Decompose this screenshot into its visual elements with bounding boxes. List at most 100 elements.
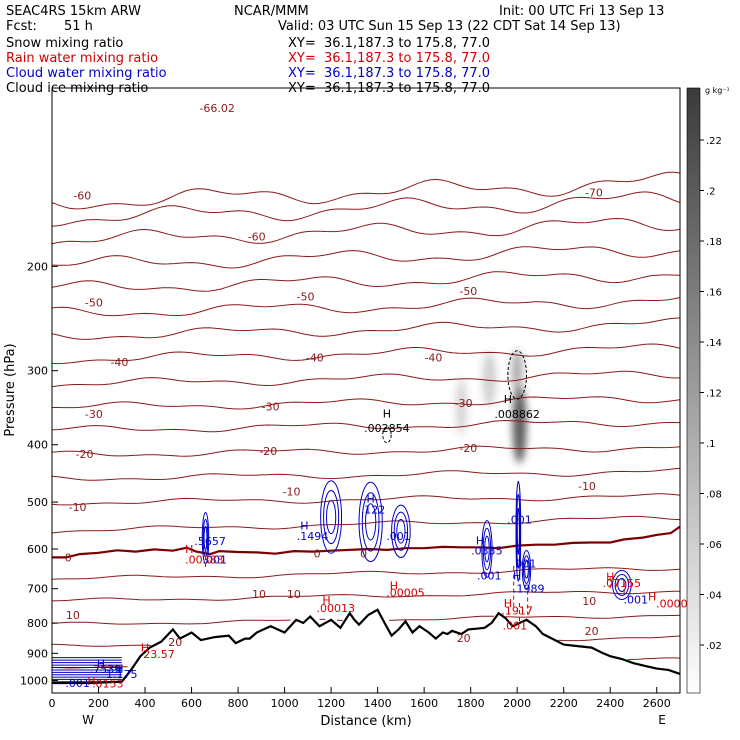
- isotherm-line: [52, 191, 680, 227]
- x-tick-label: 0: [49, 697, 56, 710]
- x-tick-label: 2200: [550, 697, 578, 710]
- max-value-label: .00383: [185, 554, 224, 567]
- y-tick-label: 500: [27, 496, 48, 509]
- cloud-water-contour: [612, 569, 632, 600]
- y-tick-label: 700: [27, 583, 48, 596]
- isotherm-line: [52, 396, 680, 410]
- isotherm-line: [52, 246, 680, 269]
- isotherm-label: -30: [262, 401, 280, 414]
- max-marker: H: [300, 520, 308, 533]
- field-xy-cloud-water: XY= 36.1,187.3 to 175.8, 77.0: [288, 66, 491, 81]
- cloud-water-contour: [614, 573, 630, 596]
- max-value-label: .1917: [501, 605, 533, 618]
- cloud-ice-contour: [507, 350, 527, 400]
- isotherm-label: -20: [76, 448, 94, 461]
- isotherm-line: [52, 370, 680, 388]
- y-axis-label: Pressure (hPa): [3, 343, 18, 436]
- max-value-label: .1494: [297, 530, 329, 543]
- isotherm-line: [52, 567, 680, 580]
- isotherm-line: [52, 419, 680, 433]
- max-value-label: .001: [624, 593, 649, 606]
- isotherm-label: -50: [297, 291, 315, 304]
- colorbar-tick-label: .2: [706, 187, 716, 198]
- isotherm-label: 10: [287, 588, 301, 601]
- isotherm-label: 20: [585, 625, 599, 638]
- isotherm-label: -20: [259, 445, 277, 458]
- isotherm-label: -10: [69, 501, 87, 514]
- center-title: NCAR/MMM: [234, 4, 309, 19]
- isotherm-line: [52, 493, 680, 506]
- x-tick-label: 1600: [410, 697, 438, 710]
- max-value-label: .1989: [513, 583, 545, 596]
- x-axis-label: Distance (km): [320, 714, 411, 729]
- max-value-label: 1.175: [106, 668, 138, 681]
- cloud-water-contour: [320, 480, 343, 554]
- x-tick-label: 400: [135, 697, 156, 710]
- x-tick-label: 200: [88, 697, 109, 710]
- freezing-level-line: [52, 525, 680, 559]
- cloud-water-contour: [391, 504, 411, 558]
- init-time: Init: 00 UTC Fri 13 Sep 13: [499, 4, 665, 19]
- forecast-label: Fcst:: [6, 19, 37, 34]
- field-name-snow: Snow mixing ratio: [6, 36, 124, 51]
- snow-cell: [512, 385, 527, 464]
- max-marker: H: [390, 580, 398, 593]
- max-value-label: 23.57: [143, 648, 175, 661]
- max-marker: H: [185, 543, 193, 556]
- max-marker: H: [367, 492, 375, 505]
- cloud-water-contour: [524, 560, 529, 579]
- isotherm-line: [52, 445, 680, 457]
- colorbar-tick-label: .12: [706, 389, 722, 400]
- isotherm-line: [52, 614, 680, 625]
- colorbar-tick-label: .06: [706, 540, 722, 551]
- max-marker: H: [97, 658, 105, 671]
- max-value-label: .5657: [194, 535, 226, 548]
- max-value-label: .0153: [92, 678, 124, 691]
- max-marker: H: [606, 571, 614, 584]
- cloud-ice-contour: [382, 426, 392, 444]
- plot-frame: [51, 87, 681, 694]
- isotherm-label: -60: [248, 230, 266, 243]
- cloud-water-contour: [358, 481, 383, 563]
- isotherm-line: [52, 590, 680, 602]
- snow-cell: [511, 350, 523, 392]
- isotherm-label: 0: [360, 547, 367, 560]
- max-marker: H: [383, 407, 391, 420]
- x-tick-label: 2400: [596, 697, 624, 710]
- cloud-water-contour: [521, 550, 532, 590]
- max-value-label: .07155: [603, 577, 642, 590]
- max-value-label: .00005: [386, 587, 425, 600]
- x-tick-label: 1800: [457, 697, 485, 710]
- max-marker: H: [141, 642, 149, 655]
- cloud-water-contour: [522, 555, 531, 584]
- cloud-water-contour: [482, 527, 492, 571]
- isotherm-label: -40: [306, 351, 324, 364]
- isotherm-label: -30: [455, 397, 473, 410]
- max-marker: H: [504, 393, 512, 406]
- x-tick-label: 800: [228, 697, 249, 710]
- cloud-water-contour: [515, 480, 522, 582]
- isotherm-label: 0: [65, 551, 72, 564]
- model-title: SEAC4RS 15km ARW: [6, 4, 142, 19]
- colorbar-ramp: [686, 87, 701, 694]
- y-tick-label: 900: [27, 647, 48, 660]
- snow-cell: [455, 378, 468, 435]
- isotherm-label: -40: [110, 356, 128, 369]
- isotherm-label: -70: [585, 186, 603, 199]
- isotherm-line: [52, 271, 680, 292]
- max-marker: H: [648, 591, 656, 604]
- isotherm-label: -50: [459, 285, 477, 298]
- y-tick-label: 300: [27, 365, 48, 378]
- colorbar-tick-label: .08: [706, 490, 722, 501]
- colorbar-tick-label: .14: [706, 338, 722, 349]
- x-tick-label: 2600: [643, 697, 671, 710]
- colorbar: g kg⁻¹ .22 .2 .18 .16 .14 .12 .1 .08 .06 .04 .02: [686, 86, 730, 694]
- max-marker: H: [476, 534, 484, 547]
- cloud-water-contour: [516, 507, 520, 555]
- y-tick-label: 800: [27, 617, 48, 630]
- cloud-water-contour: [393, 511, 409, 551]
- max-marker: H: [87, 675, 95, 688]
- x-tick-label: 1000: [271, 697, 299, 710]
- cloud-water-contour: [484, 535, 490, 563]
- max-value-label: .001: [203, 554, 228, 567]
